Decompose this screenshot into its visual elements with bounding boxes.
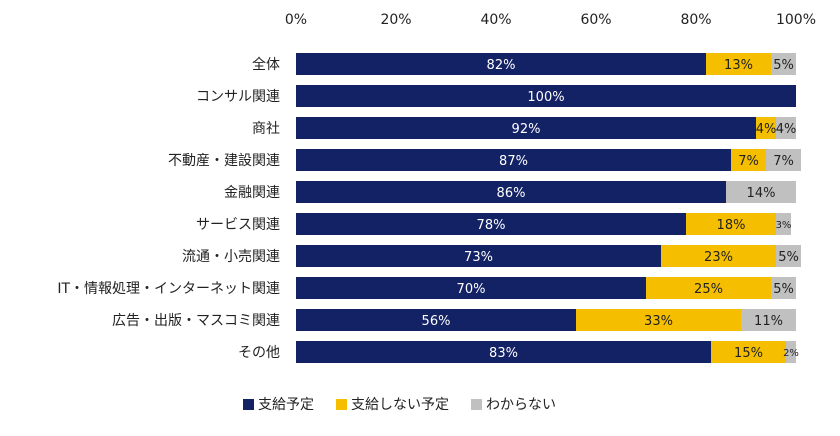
value-labels: 82% 13% 5% 100% 92% 4% 4% 87% 7% 7% 86% 14% 78% 18% 3%… [422,58,799,361]
bar-segment [776,245,801,267]
data-label: 4% [756,122,777,137]
stacked-bar-chart: 0% 20% 40% 60% 80% 100% 全体コンサル関連商社不動産・建設関連金融関… [57,12,816,363]
x-tick-label: 80% [680,12,711,28]
category-label: 不動産・建設関連 [168,153,280,169]
data-label: 5% [773,58,794,73]
bar-segment [711,341,786,363]
bar-segment [771,277,796,299]
data-label: 2% [783,348,799,359]
bar-segment [741,309,796,331]
legend-item-no-supply: 支給しない予定 [336,394,449,414]
data-label: 100% [527,90,564,105]
legend-item-unknown: わからない [471,394,556,414]
data-label: 5% [773,282,794,297]
bar-segment [296,117,756,139]
legend-swatch-supply [243,398,254,410]
bar-segment [726,181,796,203]
category-label: コンサル関連 [196,89,280,105]
data-label: 70% [457,282,486,297]
bar-segment [786,341,796,363]
bar-segment [296,245,661,267]
data-label: 25% [694,282,723,297]
legend-label-no-supply: 支給しない予定 [351,397,449,413]
bar-segment [296,213,686,235]
bar-segment [296,277,646,299]
data-label: 87% [499,154,528,169]
bars [296,53,801,363]
x-tick-label: 0% [285,12,307,28]
legend-label-supply: 支給予定 [258,397,314,413]
legend-label-unknown: わからない [486,397,556,413]
bar-segment [296,85,796,107]
x-tick-label: 60% [580,12,611,28]
bar-segment [731,149,766,171]
bar-segment [576,309,741,331]
bar-segment [706,53,771,75]
data-label: 92% [512,122,541,137]
legend-item-supply: 支給予定 [243,394,314,414]
x-tick-label: 100% [776,12,816,28]
data-label: 13% [724,58,753,73]
data-label: 11% [754,314,783,329]
bar-segment [296,53,706,75]
category-label: 商社 [252,121,280,137]
bar-segment [296,149,731,171]
bar-segment [776,213,791,235]
x-axis-ticks: 0% 20% 40% 60% 80% 100% [285,12,816,28]
legend-swatch-no-supply [336,398,347,410]
data-label: 5% [778,250,799,265]
category-label: 全体 [252,56,280,73]
data-label: 83% [489,346,518,361]
data-label: 78% [477,218,506,233]
data-label: 3% [776,220,792,231]
data-label: 18% [717,218,746,233]
legend-swatch-unknown [471,398,482,410]
data-label: 14% [747,186,776,201]
data-label: 7% [773,154,794,169]
data-label: 73% [464,250,493,265]
data-label: 23% [704,250,733,265]
category-label: サービス関連 [196,217,280,233]
data-label: 86% [497,186,526,201]
category-label: IT・情報処理・インターネット関連 [57,281,280,297]
bar-segment [686,213,776,235]
category-label: 広告・出版・マスコミ関連 [112,313,280,329]
bar-segment [776,117,796,139]
bar-segment [296,309,576,331]
category-label: 金融関連 [224,185,280,201]
bar-segment [766,149,801,171]
data-label: 7% [738,154,759,169]
legend: 支給予定 支給しない予定 わからない [243,394,556,414]
category-label: 流通・小売関連 [182,249,280,265]
data-label: 4% [776,122,797,137]
category-label: その他 [238,345,280,361]
data-label: 56% [422,314,451,329]
bar-segment [296,181,726,203]
bar-segment [296,341,711,363]
data-label: 33% [644,314,673,329]
x-tick-label: 40% [480,12,511,28]
x-tick-label: 20% [380,12,411,28]
bar-segment [756,117,776,139]
bar-segment [646,277,771,299]
bar-segment [771,53,796,75]
bar-segment [661,245,776,267]
data-label: 15% [734,346,763,361]
data-label: 82% [487,58,516,73]
